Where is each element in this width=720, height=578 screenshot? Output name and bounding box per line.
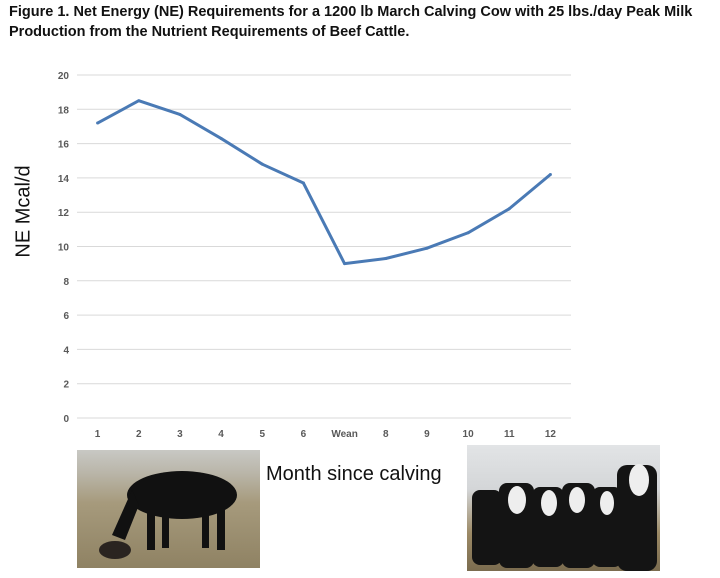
data-point (301, 181, 305, 185)
data-point (425, 246, 429, 250)
y-tick-label: 16 (58, 140, 70, 151)
y-tick-label: 18 (58, 105, 70, 116)
data-point (260, 162, 264, 166)
cow-and-calf-photo (77, 450, 260, 568)
data-point (137, 99, 141, 103)
data-point (178, 112, 182, 116)
y-tick-label: 6 (63, 311, 69, 322)
x-tick-label: 4 (218, 429, 224, 440)
data-point (466, 231, 470, 235)
x-tick-label: 5 (259, 429, 265, 440)
figure-title: Figure 1. Net Energy (NE) Requirements f… (9, 4, 693, 40)
x-tick-label: 8 (383, 429, 389, 440)
y-tick-label: 2 (63, 380, 69, 391)
data-point (96, 121, 100, 125)
data-point (548, 172, 552, 176)
y-tick-label: 4 (63, 345, 69, 356)
x-tick-label: 10 (463, 429, 475, 440)
x-tick-label: 1 (95, 429, 101, 440)
y-tick-label: 20 (58, 71, 70, 82)
x-tick-label: 9 (424, 429, 430, 440)
y-tick-label: 8 (63, 277, 69, 288)
y-tick-label: 0 (63, 414, 69, 425)
data-point (343, 262, 347, 266)
y-tick-label: 10 (58, 243, 70, 254)
cow-herd-photo (467, 445, 660, 571)
x-tick-label: 6 (301, 429, 307, 440)
series-line (96, 99, 552, 266)
y-tick-label: 12 (58, 208, 70, 219)
x-tick-label: 11 (504, 429, 515, 440)
x-tick-label: 3 (177, 429, 183, 440)
x-axis-label: Month since calving (266, 463, 442, 485)
x-tick-label: Wean (331, 429, 358, 440)
data-point (384, 257, 388, 261)
data-point (219, 136, 223, 140)
x-tick-label: 2 (136, 429, 142, 440)
x-tick-label: 12 (545, 429, 557, 440)
data-point (507, 207, 511, 211)
y-tick-label: 14 (58, 174, 70, 185)
